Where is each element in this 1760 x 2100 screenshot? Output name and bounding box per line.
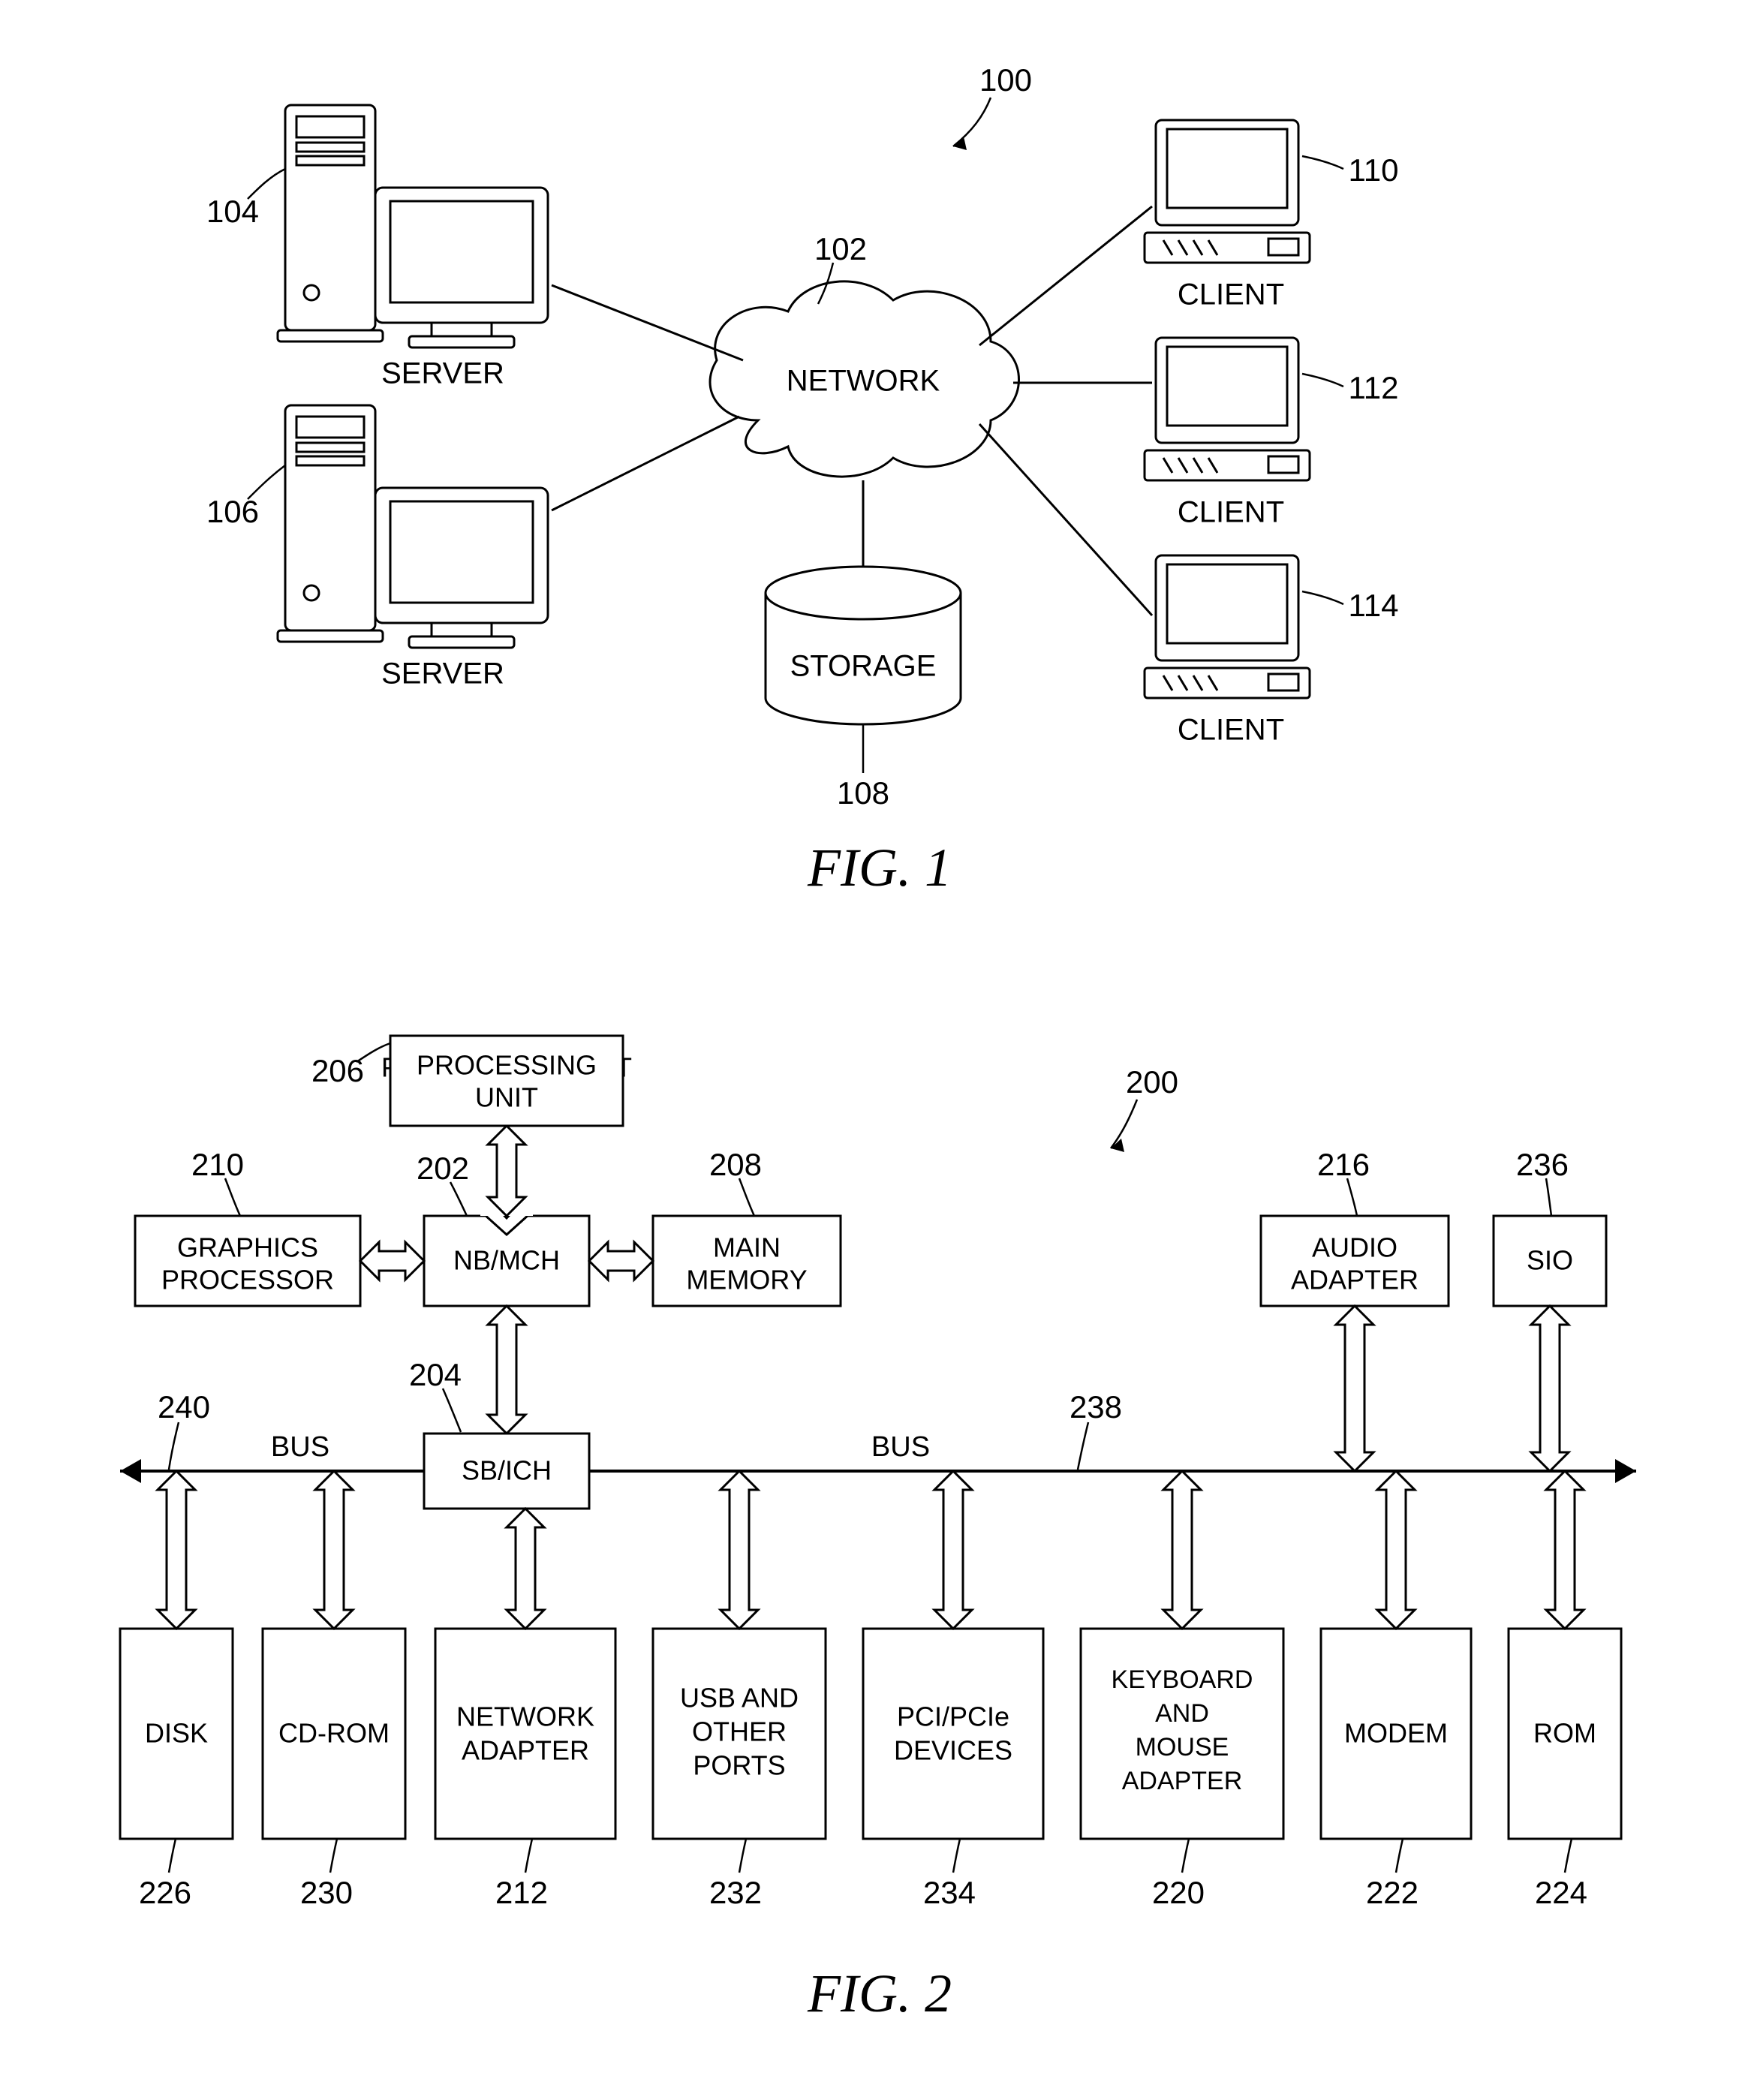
server-2: [278, 405, 548, 648]
client3-label: CLIENT: [1178, 714, 1284, 747]
label-kbm-l3: MOUSE: [1136, 1733, 1229, 1762]
server2-label: SERVER: [381, 657, 504, 690]
label-pu-l2: UNIT: [475, 1082, 538, 1113]
ref-220: 220: [1152, 1875, 1205, 1910]
fig2: PROCESSING UNIT 200 GRAPHICS PROCESSOR N…: [120, 1036, 1636, 2023]
bus-label-left: BUS: [271, 1431, 329, 1463]
label-usb-l2: OTHER: [692, 1716, 787, 1747]
ref-232: 232: [709, 1875, 762, 1910]
bus-drop-arrows: [158, 1471, 1584, 1629]
ref-240: 240: [158, 1389, 210, 1425]
label-pci-l2: DEVICES: [894, 1735, 1012, 1766]
label-pci-l1: PCI/PCIe: [897, 1701, 1009, 1732]
label-usb-l3: PORTS: [693, 1750, 785, 1781]
ref-114: 114: [1349, 588, 1399, 623]
ref-230: 230: [300, 1875, 353, 1910]
label-graphics-processor-l2: PROCESSOR: [161, 1265, 334, 1295]
label-cdrom: CD-ROM: [278, 1718, 390, 1749]
label-usb-l1: USB AND: [680, 1683, 799, 1713]
label-netadapter-l2: ADAPTER: [462, 1735, 589, 1766]
ref-208: 208: [709, 1147, 762, 1182]
server1-label: SERVER: [381, 357, 504, 390]
ref-200: 200: [1126, 1064, 1178, 1100]
ref-104: 104: [206, 194, 259, 229]
ref-234: 234: [923, 1875, 976, 1910]
network-cloud: NETWORK: [710, 281, 1018, 477]
label-disk: DISK: [145, 1718, 208, 1749]
ref-212: 212: [495, 1875, 548, 1910]
box-netadapter: [435, 1629, 615, 1839]
ref-238: 238: [1070, 1389, 1122, 1425]
server-1: [278, 105, 548, 347]
label-modem: MODEM: [1344, 1718, 1448, 1749]
ref-112: 112: [1349, 370, 1399, 405]
label-sio: SIO: [1527, 1245, 1573, 1276]
label-rom: ROM: [1533, 1718, 1596, 1749]
network-label: NETWORK: [787, 365, 940, 398]
ref-224: 224: [1535, 1875, 1587, 1910]
ref-108: 108: [837, 775, 889, 811]
ref-100: 100: [979, 62, 1032, 98]
client-3: [1145, 555, 1310, 698]
label-kbm-l4: ADAPTER: [1122, 1767, 1243, 1795]
ref-204: 204: [409, 1357, 462, 1392]
label-audio-l1: AUDIO: [1312, 1232, 1397, 1263]
client2-label: CLIENT: [1178, 496, 1284, 529]
fig1-caption: FIG. 1: [807, 838, 952, 898]
ref-206: 206: [311, 1053, 364, 1088]
ref-102: 102: [814, 231, 867, 266]
client-2: [1145, 338, 1310, 480]
label-pu-l1: PROCESSING: [417, 1050, 597, 1081]
label-main-memory-l2: MEMORY: [686, 1265, 807, 1295]
fig2-caption: FIG. 2: [807, 1963, 952, 2023]
ref-202: 202: [417, 1151, 469, 1186]
label-main-memory-l1: MAIN: [713, 1232, 781, 1263]
label-nbmch: NB/MCH: [453, 1245, 560, 1276]
label-kbm-l1: KEYBOARD: [1112, 1665, 1253, 1694]
storage-cylinder: STORAGE: [766, 567, 961, 724]
storage-label: STORAGE: [790, 650, 937, 683]
ref-110: 110: [1349, 152, 1399, 188]
ref-210: 210: [191, 1147, 244, 1182]
box-pci: [863, 1629, 1043, 1839]
label-netadapter-l1: NETWORK: [456, 1701, 594, 1732]
client-1: [1145, 120, 1310, 263]
label-audio-l2: ADAPTER: [1291, 1265, 1419, 1295]
client1-label: CLIENT: [1178, 278, 1284, 311]
ref-236: 236: [1516, 1147, 1569, 1182]
ref-216: 216: [1317, 1147, 1370, 1182]
ref-222: 222: [1366, 1875, 1419, 1910]
ref-106: 106: [206, 494, 259, 529]
label-graphics-processor-l1: GRAPHICS: [177, 1232, 318, 1263]
svg-text:SB/ICH: SB/ICH: [462, 1455, 552, 1486]
ref-226: 226: [139, 1875, 191, 1910]
fig1: NETWORK STORAGE SERVER: [206, 62, 1399, 898]
bus-label-right: BUS: [871, 1431, 930, 1463]
label-kbm-l2: AND: [1155, 1699, 1209, 1728]
